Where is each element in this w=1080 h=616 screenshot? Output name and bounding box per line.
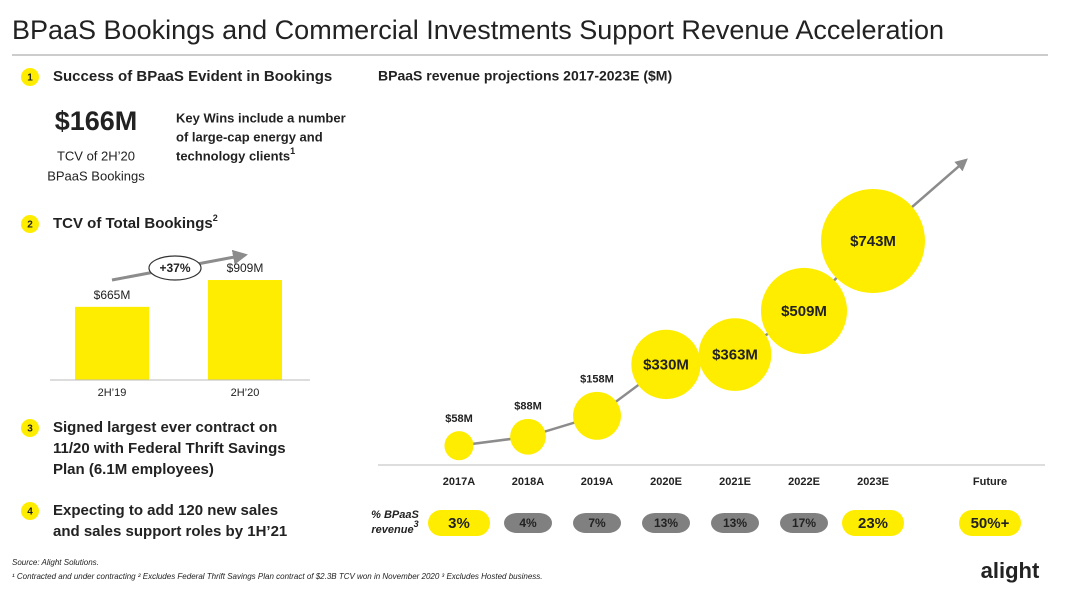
footnote: ¹ Contracted and under contracting ² Exc… xyxy=(12,572,543,581)
bubble xyxy=(510,418,546,455)
share-pill xyxy=(842,510,904,536)
value-label: $58M xyxy=(445,413,473,425)
category-label: 2022E xyxy=(788,476,820,488)
bubble xyxy=(760,267,848,354)
share-caption: % BPaaS xyxy=(371,509,419,521)
share-label: 3% xyxy=(448,515,470,532)
bubble xyxy=(573,391,621,440)
number-label: 2 xyxy=(27,220,33,231)
highlight-caption: BPaaS Bookings xyxy=(47,168,145,183)
highlight-note: Key Wins include a number xyxy=(176,110,346,125)
superscript: 1 xyxy=(290,146,295,156)
share-label: 50%+ xyxy=(971,515,1010,532)
value-label: $509M xyxy=(781,303,827,320)
annotation: +37% xyxy=(159,261,190,275)
value-label: $909M xyxy=(227,261,264,275)
value-label: $363M xyxy=(712,347,758,364)
share-pill xyxy=(711,513,759,533)
number-label: 3 xyxy=(27,424,33,435)
highlight-note: technology clients1 xyxy=(176,146,295,163)
category-label: 2019A xyxy=(581,476,613,488)
share-caption: revenue3 xyxy=(371,519,418,536)
highlight-caption: TCV of 2H’20 xyxy=(57,148,135,163)
share-pill xyxy=(642,513,690,533)
point-text: TCV of Total Bookings2 xyxy=(53,213,218,232)
value-label: $330M xyxy=(643,356,689,373)
point-text: Expecting to add 120 new sales xyxy=(53,502,278,519)
category-label: 2H’20 xyxy=(231,387,260,399)
value-label: $158M xyxy=(580,374,614,386)
share-pill xyxy=(428,510,490,536)
point-text: Signed largest ever contract on xyxy=(53,419,277,436)
bubble xyxy=(821,189,925,294)
slide-title: BPaaS Bookings and Commercial Investment… xyxy=(12,15,944,45)
value-label: $743M xyxy=(850,233,896,250)
share-label: 17% xyxy=(792,516,816,530)
number-label: 1 xyxy=(27,73,33,84)
category-label: 2023E xyxy=(857,476,889,488)
logo: alight xyxy=(981,558,1040,583)
share-pill xyxy=(780,513,828,533)
share-label: 13% xyxy=(723,516,747,530)
left-panel: 1 Success of BPaaS Evident in Bookings2 TC… xyxy=(21,68,346,540)
number-badge xyxy=(21,419,39,437)
bubble xyxy=(444,431,474,461)
share-label: 13% xyxy=(654,516,678,530)
category-label: 2017A xyxy=(443,476,475,488)
bubble xyxy=(631,329,701,400)
share-label: 4% xyxy=(519,516,537,530)
share-label: 7% xyxy=(588,516,606,530)
source: Source: Alight Solutions. xyxy=(12,558,99,567)
point-text: 11/20 with Federal Thrift Savings xyxy=(53,440,286,457)
bubble xyxy=(698,318,772,391)
number-badge xyxy=(21,68,39,86)
category-label: Future xyxy=(973,476,1007,488)
share-label: 23% xyxy=(858,515,888,532)
annotation-bubble xyxy=(148,255,202,281)
bar xyxy=(75,306,149,380)
chart-title: BPaaS revenue projections 2017-2023E ($M… xyxy=(378,68,672,84)
category-label: 2H’19 xyxy=(98,387,127,399)
value-label: $665M xyxy=(94,288,131,302)
highlight-note: of large-cap energy and xyxy=(176,129,323,144)
number-badge xyxy=(21,215,39,233)
bubble-chart: BPaaS revenue projections 2017-2023E ($M… xyxy=(371,68,1045,536)
category-label: 2021E xyxy=(719,476,751,488)
point-text: Plan (6.1M employees) xyxy=(53,461,214,478)
share-pill xyxy=(504,513,552,533)
number-label: 4 xyxy=(27,507,33,518)
share-pill xyxy=(959,510,1021,536)
bar xyxy=(208,280,282,380)
superscript: 3 xyxy=(414,519,419,529)
highlight-value: $166M xyxy=(55,106,138,136)
bar-chart: +37% $665M 2H’19 $909M 2H’20 xyxy=(50,249,310,399)
superscript: 2 xyxy=(213,213,218,223)
category-label: 2020E xyxy=(650,476,682,488)
point-text: Success of BPaaS Evident in Bookings xyxy=(53,68,332,85)
number-badge xyxy=(21,502,39,520)
share-pill xyxy=(573,513,621,533)
value-label: $88M xyxy=(514,401,542,413)
point-text: and sales support roles by 1H’21 xyxy=(53,523,287,540)
category-label: 2018A xyxy=(512,476,544,488)
